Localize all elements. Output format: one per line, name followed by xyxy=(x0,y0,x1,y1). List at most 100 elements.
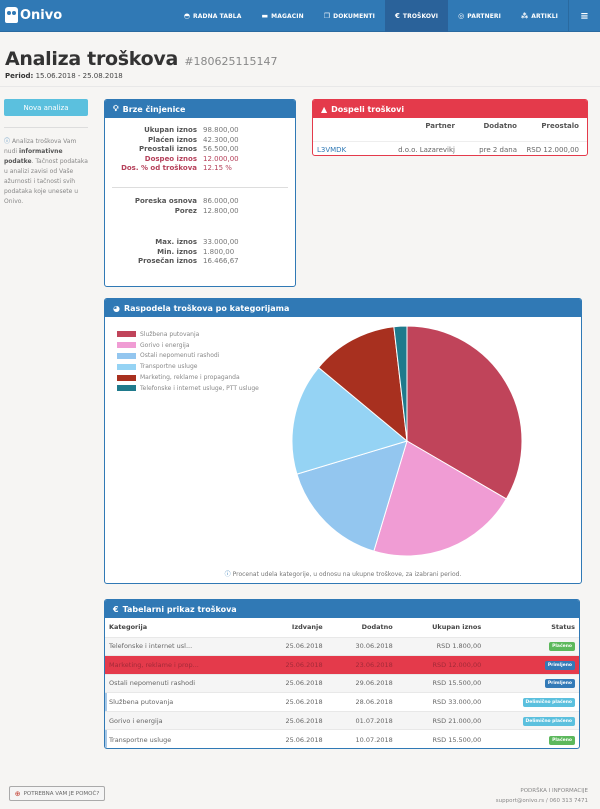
legend-label: Telefonske i internet usluge, PTT usluge xyxy=(140,384,259,392)
new-analysis-button[interactable]: Nova analiza xyxy=(4,99,88,116)
cell-issued: 25.06.2018 xyxy=(256,729,327,748)
nav-artikli[interactable]: ⁂ ARTIKLI xyxy=(511,0,568,32)
fact-row: Plaćen iznos 42.300,00 xyxy=(105,136,239,146)
col-category[interactable]: Kategorija xyxy=(109,623,148,632)
chart-legend: Službena putovanja Gorivo i energija Ostal… xyxy=(117,329,259,394)
status-badge: Delimično plaćeno xyxy=(522,716,575,726)
header-code xyxy=(313,122,369,130)
page-title-text: Analiza troškova xyxy=(5,48,178,70)
pie-slice[interactable] xyxy=(317,326,408,443)
cell-category: Gorivo i energija xyxy=(105,710,257,730)
support-info: PODRŠKA I INFORMACIJE support@onivo.rs /… xyxy=(496,786,588,806)
legend-swatch xyxy=(117,363,136,370)
fact-value: 12.000,00 xyxy=(203,154,239,163)
panel-header: € Tabelarni prikaz troškova xyxy=(105,600,579,618)
legend-item[interactable]: Transportne usluge xyxy=(117,361,259,372)
cell-total: RSD 33.000,00 xyxy=(396,692,486,712)
nav-dokumenti[interactable]: ❐ DOKUMENTI xyxy=(314,0,385,32)
due-code-link[interactable]: L3VMDK xyxy=(317,146,347,154)
fact-row: Dospeo iznos 12.000,00 xyxy=(105,155,239,165)
cell-issued: 25.06.2018 xyxy=(256,673,327,693)
table-row[interactable]: Ostali nepomenuti rashodi 25.06.2018 29.06… xyxy=(105,673,579,693)
table-row[interactable]: Telefonske i internet usl... 25.06.2018 30… xyxy=(105,636,579,656)
nav-label: TROŠKOVI xyxy=(402,12,439,20)
support-contact[interactable]: support@onivo.rs / 060 313 7471 xyxy=(495,798,588,804)
legend-item[interactable]: Ostali nepomenuti rashodi xyxy=(117,351,259,362)
fact-value: 12.800,00 xyxy=(203,206,239,215)
legend-item[interactable]: Službena putovanja xyxy=(117,329,259,340)
cell-total: RSD 15.500,00 xyxy=(396,729,486,748)
support-title: PODRŠKA I INFORMACIJE xyxy=(520,788,588,794)
col-total[interactable]: Ukupan iznos xyxy=(432,623,482,632)
fact-value: 16.466,67 xyxy=(203,257,239,266)
nav-magacin[interactable]: ▬ MAGACIN xyxy=(251,0,313,32)
table-row[interactable]: Službena putovanja 25.06.2018 28.06.2018 RS… xyxy=(105,692,579,712)
nav-partneri[interactable]: ◎ PARTNERI xyxy=(448,0,511,32)
nav-troskovi[interactable]: € TROŠKOVI xyxy=(384,0,449,32)
status-badge: Primljeno xyxy=(544,660,575,670)
header-remaining: Preostalo xyxy=(541,122,579,130)
cell-extra: 01.07.2018 xyxy=(326,710,397,730)
legend-swatch xyxy=(117,374,136,381)
due-partner: d.o.o. Lazarevikj xyxy=(398,146,455,154)
cell-status: Plaćeno xyxy=(485,636,579,656)
pie-slice[interactable] xyxy=(373,440,508,557)
divider xyxy=(4,127,88,128)
pie-slice[interactable] xyxy=(406,325,523,500)
fact-label: Min. iznos xyxy=(157,247,197,256)
table-row[interactable]: Gorivo i energija 25.06.2018 01.07.2018 RSD… xyxy=(105,710,579,730)
due-row[interactable]: L3VMDK d.o.o. Lazarevikj pre 2 dana RSD … xyxy=(313,141,587,154)
period-label: Period: xyxy=(5,72,34,80)
cell-total: RSD 12.000,00 xyxy=(396,655,486,675)
cell-extra: 23.06.2018 xyxy=(326,655,397,675)
divider xyxy=(112,187,288,188)
costs-table-panel: € Tabelarni prikaz troškova Kategorija Iz… xyxy=(104,599,580,749)
table-header-row: Kategorija Izdvanje Dodatno Ukupan iznos… xyxy=(105,618,579,637)
legend-item[interactable]: Telefonske i internet usluge, PTT usluge xyxy=(117,383,259,394)
due-table-header: Partner Dodatno Preostalo xyxy=(313,122,587,130)
truck-icon: ▬ xyxy=(261,12,269,20)
table-row[interactable]: Marketing, reklame i prop... 25.06.2018 23… xyxy=(105,655,579,675)
category-distribution-panel: ◕ Raspodela troškova po kategorijama Služ… xyxy=(104,298,582,584)
fact-label: Prosečan iznos xyxy=(137,257,197,266)
legend-label: Transportne usluge xyxy=(140,363,198,371)
warning-icon: ▲ xyxy=(321,104,328,114)
period: Period: 15.06.2018 - 25.08.2018 xyxy=(5,72,123,80)
table-row[interactable]: Transportne usluge 25.06.2018 10.07.2018 RS… xyxy=(105,729,579,748)
documents-icon: ❐ xyxy=(323,12,331,20)
panel-title: Dospeli troškovi xyxy=(331,104,405,114)
help-button[interactable]: ⊕ POTREBNA VAM JE POMOĆ? xyxy=(9,786,105,801)
pie-slice[interactable] xyxy=(296,440,408,552)
pie-slice[interactable] xyxy=(393,325,408,442)
menu-button[interactable]: ≡ xyxy=(568,0,600,32)
due-remaining: RSD 12.000,00 xyxy=(526,146,579,154)
col-status[interactable]: Status xyxy=(551,623,575,632)
legend-label: Službena putovanja xyxy=(140,330,200,338)
header-partner: Partner xyxy=(425,122,455,130)
chart-note: ⓘ Procenat udela kategorije, u odnosu na… xyxy=(105,569,581,578)
cell-status: Primljeno xyxy=(485,673,579,693)
nav-label: DOKUMENTI xyxy=(333,12,375,20)
cell-category: Ostali nepomenuti rashodi xyxy=(105,673,257,693)
panel-title: Brze činjenice xyxy=(122,104,186,114)
panel-header: 💡︎ Brze činjenice xyxy=(105,100,295,118)
cell-extra: 28.06.2018 xyxy=(326,692,397,712)
period-value: 15.06.2018 - 25.08.2018 xyxy=(35,72,123,80)
fact-row: Max. iznos 33.000,00 xyxy=(105,238,238,248)
col-extra[interactable]: Dodatno xyxy=(361,623,393,632)
legend-item[interactable]: Marketing, reklame i propaganda xyxy=(117,372,259,383)
fact-label: Plaćen iznos xyxy=(147,135,197,144)
fact-row: Ukupan iznos 98.800,00 xyxy=(105,126,239,136)
pie-slice[interactable] xyxy=(291,366,409,475)
legend-item[interactable]: Gorivo i energija xyxy=(117,340,259,351)
cell-total: RSD 1.800,00 xyxy=(396,636,486,656)
fact-value: 12.15 % xyxy=(203,164,232,173)
cell-category: Transportne usluge xyxy=(105,729,257,748)
legend-label: Gorivo i energija xyxy=(140,341,190,349)
brand-logo[interactable]: Onivo xyxy=(5,7,62,23)
info-text-2: . Tačnost podataka u analizi zavisi od V… xyxy=(4,158,88,205)
cell-category: Službena putovanja xyxy=(105,692,257,712)
col-issued[interactable]: Izdvanje xyxy=(291,623,323,632)
cell-status: Delimično plaćeno xyxy=(485,692,579,712)
nav-radna-tabla[interactable]: ◓ RADNA TABLA xyxy=(174,0,252,32)
